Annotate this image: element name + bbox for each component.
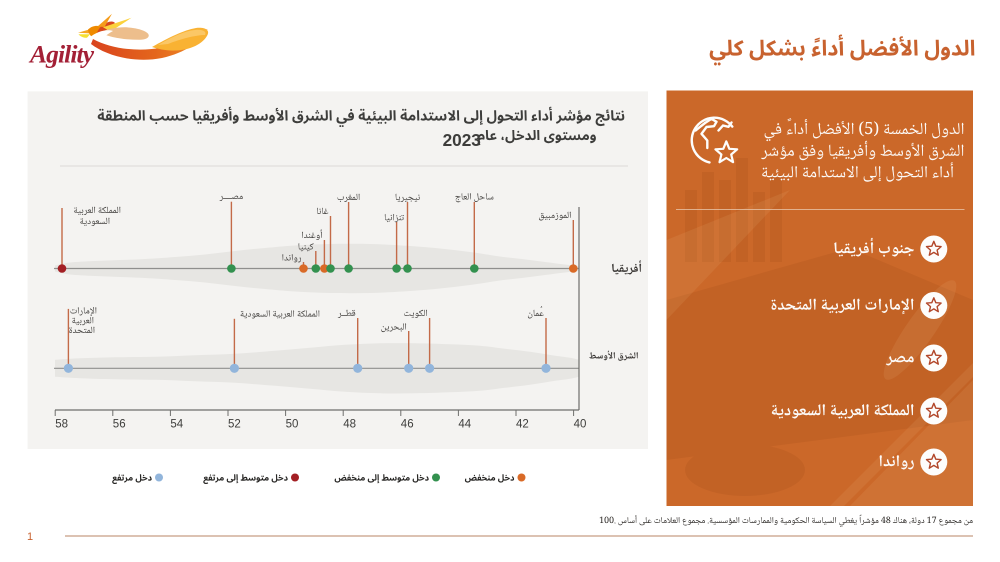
svg-text:44: 44 — [458, 419, 471, 431]
svg-text:52: 52 — [228, 419, 241, 431]
svg-text:58: 58 — [55, 419, 68, 431]
svg-text:42: 42 — [516, 419, 529, 431]
svg-text:50: 50 — [286, 419, 299, 431]
svg-text:54: 54 — [170, 419, 183, 431]
svg-text:56: 56 — [113, 419, 126, 431]
svg-text:Agility: Agility — [28, 40, 95, 69]
svg-text:48: 48 — [343, 419, 356, 431]
svg-text:1: 1 — [27, 531, 33, 543]
svg-text:40: 40 — [574, 419, 587, 431]
svg-text:2023: 2023 — [443, 130, 481, 150]
svg-text:46: 46 — [401, 419, 414, 431]
